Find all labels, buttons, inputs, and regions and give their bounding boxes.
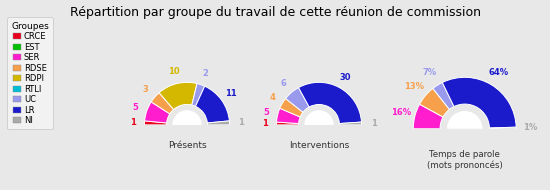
Wedge shape xyxy=(490,127,516,129)
Text: 1%: 1% xyxy=(524,123,538,132)
Wedge shape xyxy=(413,104,443,129)
Wedge shape xyxy=(172,110,202,125)
Text: Présents: Présents xyxy=(168,141,206,150)
Text: 1: 1 xyxy=(371,119,376,128)
Wedge shape xyxy=(339,122,361,125)
Wedge shape xyxy=(277,108,300,124)
Wedge shape xyxy=(192,84,205,106)
Text: 16%: 16% xyxy=(391,108,411,117)
Text: 5: 5 xyxy=(263,108,269,117)
Text: 4: 4 xyxy=(269,93,275,102)
Text: 6: 6 xyxy=(281,79,287,88)
Text: 11: 11 xyxy=(226,89,237,98)
Text: Temps de parole
(mots prononcés): Temps de parole (mots prononcés) xyxy=(427,150,503,170)
Text: 7%: 7% xyxy=(423,68,437,78)
Text: 1: 1 xyxy=(130,118,135,127)
Wedge shape xyxy=(145,121,167,125)
Wedge shape xyxy=(151,93,174,114)
Wedge shape xyxy=(195,86,229,123)
Text: 1: 1 xyxy=(262,119,267,128)
Wedge shape xyxy=(285,88,309,112)
Wedge shape xyxy=(159,82,197,109)
Legend: CRCE, EST, SER, RDSE, RDPI, RTLI, UC, LR, NI: CRCE, EST, SER, RDSE, RDPI, RTLI, UC, LR… xyxy=(7,17,53,129)
Bar xyxy=(270,125,368,150)
Wedge shape xyxy=(277,122,299,125)
Text: 10: 10 xyxy=(168,67,180,76)
Text: 1: 1 xyxy=(239,118,244,127)
Text: 64%: 64% xyxy=(489,68,509,77)
Text: 13%: 13% xyxy=(404,82,425,91)
Text: Répartition par groupe du travail de cette réunion de commission: Répartition par groupe du travail de cet… xyxy=(69,6,481,19)
Wedge shape xyxy=(299,82,361,124)
Wedge shape xyxy=(145,102,170,123)
Bar xyxy=(405,129,524,159)
Text: 2: 2 xyxy=(202,69,208,78)
Wedge shape xyxy=(280,99,303,117)
Text: 3: 3 xyxy=(143,85,148,94)
Text: Interventions: Interventions xyxy=(289,141,349,150)
Text: 30: 30 xyxy=(339,73,351,82)
Wedge shape xyxy=(447,111,482,129)
Wedge shape xyxy=(420,88,449,117)
Wedge shape xyxy=(433,82,454,109)
Wedge shape xyxy=(207,121,229,125)
Wedge shape xyxy=(442,77,516,128)
Text: 5: 5 xyxy=(133,103,139,112)
Bar xyxy=(138,125,236,150)
Wedge shape xyxy=(304,110,334,125)
